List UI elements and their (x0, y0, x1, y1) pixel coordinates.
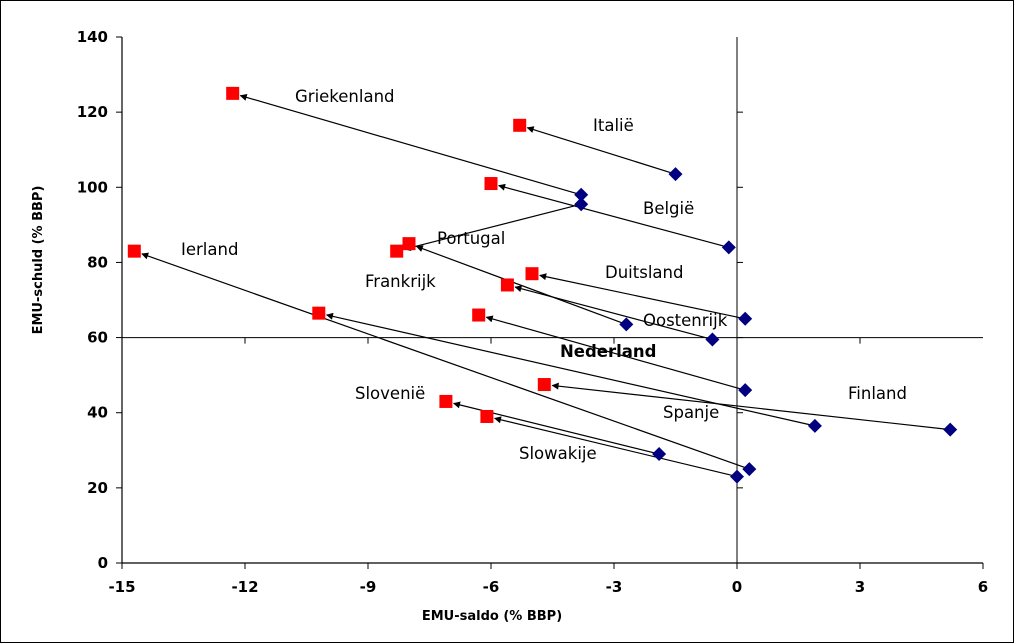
arrow-nederland (485, 315, 746, 391)
x-tick-label: 0 (732, 578, 742, 596)
country-label: Spanje (663, 403, 719, 422)
country-label: Slovenië (355, 384, 425, 403)
country-label: België (643, 199, 694, 218)
square-marker-ierland (127, 244, 141, 258)
country-label: Frankrijk (365, 272, 436, 291)
country-label: Griekenland (295, 87, 395, 106)
x-tick-label: -3 (606, 578, 623, 596)
x-axis-title: EMU-saldo (% BBP) (422, 609, 562, 624)
y-tick-label: 0 (98, 554, 108, 572)
x-tick-label: 3 (855, 578, 865, 596)
square-marker-oostenrijk (500, 278, 514, 292)
country-label: Portugal (437, 229, 505, 248)
arrow-portugal (415, 245, 627, 325)
x-tick-label: -9 (360, 578, 377, 596)
markers-layer (127, 86, 958, 484)
arrow-ierland (141, 252, 750, 470)
square-marker-belgië (484, 177, 498, 191)
country-label: Oostenrijk (643, 311, 728, 330)
diamond-marker-portugal (619, 317, 634, 332)
square-marker-finland (537, 378, 551, 392)
diamond-marker-slowakije (730, 469, 744, 484)
arrow-slowakije (493, 416, 738, 478)
country-label: Ierland (181, 240, 238, 259)
x-tick-label: -6 (483, 578, 500, 596)
arrows-layer (141, 93, 951, 478)
country-labels-layer: Griekenland Italië België Ierland Portugal Fr… (181, 87, 907, 463)
diamond-marker-nederland (738, 383, 753, 398)
y-tick-label: 100 (77, 178, 108, 196)
arrow-frankrijk (403, 203, 582, 252)
diamond-marker-spanje (807, 418, 822, 433)
country-label: Finland (848, 384, 907, 403)
diamond-marker-griekenland (574, 187, 589, 202)
arrow-italië (526, 126, 676, 175)
arrow-spanje (325, 312, 816, 427)
diamond-marker-oostenrijk (705, 332, 720, 347)
square-marker-duitsland (525, 267, 539, 281)
x-tick-label: -15 (108, 578, 135, 596)
y-tick-label: 80 (87, 253, 108, 271)
diamond-marker-frankrijk (574, 197, 589, 212)
country-label: Slowakije (519, 444, 597, 463)
square-marker-griekenland (226, 86, 240, 100)
y-tick-label: 60 (87, 329, 108, 347)
square-marker-slowakije (480, 409, 494, 423)
arrow-griekenland (239, 93, 582, 196)
diamond-marker-slovenië (652, 447, 667, 462)
arrow-belgië (498, 183, 729, 248)
y-axis-title: EMU-schuld (% BBP) (31, 186, 46, 335)
country-label: Duitsland (605, 263, 683, 282)
square-marker-slovenië (439, 394, 453, 408)
y-tick-label: 140 (77, 28, 108, 46)
diamond-marker-ierland (742, 462, 757, 477)
square-marker-italië (513, 118, 527, 132)
country-label: Italië (593, 116, 634, 135)
diamond-marker-duitsland (738, 311, 753, 326)
square-marker-spanje (312, 306, 326, 320)
square-marker-nederland (472, 308, 486, 322)
diamond-marker-finland (943, 422, 958, 437)
country-label: Nederland (560, 342, 657, 361)
y-tick-label: 120 (77, 103, 108, 121)
x-tick-label: 6 (978, 578, 988, 596)
diamond-marker-italië (668, 167, 683, 182)
diamond-marker-belgië (721, 240, 736, 255)
arrow-duitsland (539, 273, 746, 320)
square-marker-frankrijk (390, 244, 404, 258)
arrow-oostenrijk (514, 285, 713, 341)
arrow-finland (551, 382, 951, 431)
y-tick-label: 20 (87, 479, 108, 497)
square-marker-portugal (402, 237, 416, 251)
x-tick-label: -12 (231, 578, 258, 596)
y-tick-label: 40 (87, 404, 108, 422)
